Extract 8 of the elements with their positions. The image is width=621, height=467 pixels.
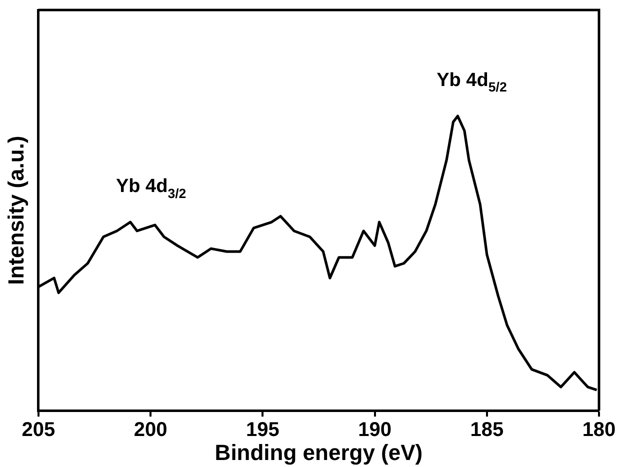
x-tick-label: 195 <box>246 419 280 442</box>
x-tick-label: 205 <box>22 419 56 442</box>
y-axis-title: Intensity (a.u.) <box>3 136 28 285</box>
x-tick-label: 185 <box>470 419 504 442</box>
x-tick-label: 180 <box>582 419 616 442</box>
x-axis-title: Binding energy (eV) <box>214 440 423 465</box>
x-tick-label: 200 <box>134 419 168 442</box>
x-tick-label: 190 <box>358 419 392 442</box>
